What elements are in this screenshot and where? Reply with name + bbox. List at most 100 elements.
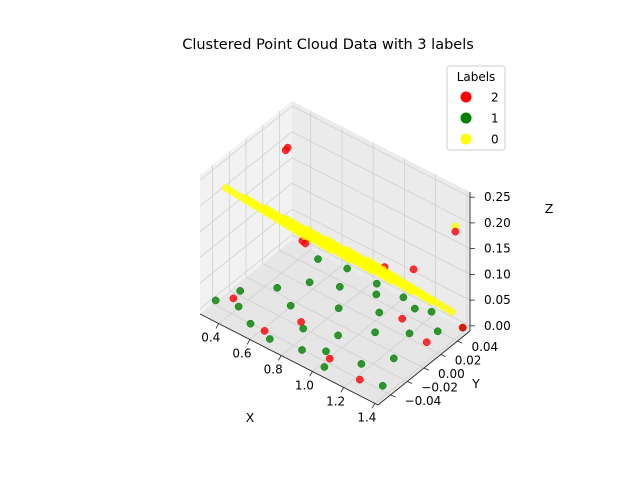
z-tick-label: 0.00: [484, 319, 511, 333]
grid-line-y-floor: [262, 263, 441, 355]
y-tick-tick: [457, 340, 463, 344]
grid-line-z-back: [291, 183, 471, 275]
point-label-1: [322, 347, 330, 356]
y-tick-tick: [407, 381, 413, 384]
legend-frame: [446, 65, 506, 151]
grid-line-y-floor: [229, 290, 408, 382]
point-label-1: [433, 327, 442, 336]
point-label-2: [422, 338, 431, 347]
grid-line-z-left: [199, 183, 293, 258]
point-label-2: [409, 265, 418, 274]
point-label-1: [286, 301, 295, 310]
point-label-0: [303, 225, 312, 234]
legend-entries: 2 1 0: [460, 91, 499, 147]
point-label-0: [242, 194, 251, 203]
legend-marker-2: [460, 91, 472, 103]
legend-entry-0: 0: [491, 133, 499, 147]
point-label-1: [334, 304, 343, 313]
legend-marker-0: [460, 133, 472, 145]
y-tick-tick: [440, 354, 446, 358]
x-tick-tick: [215, 323, 220, 329]
grid-line-z-back: [291, 105, 471, 198]
point-label-2: [301, 239, 310, 248]
legend-entry-1: 1: [491, 112, 499, 126]
point-label-1: [334, 331, 342, 340]
point-label-2: [297, 318, 305, 326]
y-tick-label: −0.04: [405, 394, 442, 408]
point-label-2: [451, 227, 460, 236]
point-label-0: [364, 256, 372, 265]
point-label-1: [343, 264, 352, 273]
point-label-1: [298, 346, 306, 354]
grid-line-y-floor: [279, 249, 458, 342]
grid-line-z-back: [291, 208, 471, 301]
y-tick-tick: [423, 367, 430, 371]
legend-marker-1: [460, 112, 472, 124]
point-label-2: [283, 143, 292, 152]
y-tick-label: 0.04: [471, 340, 498, 354]
point-label-1: [375, 308, 384, 317]
point-label-1: [389, 354, 398, 363]
point-label-1: [320, 363, 329, 371]
y-axis-label: Y: [471, 376, 480, 391]
tick-marks: 0.4 0.6 0.8 1.0 1.2 1.4 −0.04−0.02 0.00 0.020.04…: [201, 190, 511, 424]
pane-back: [292, 101, 470, 331]
point-label-2: [355, 375, 364, 384]
point-label-2: [229, 294, 238, 303]
point-label-0: [222, 184, 230, 192]
point-label-1: [357, 360, 366, 368]
x-tick-tick: [340, 387, 344, 393]
point-label-2: [458, 323, 467, 332]
z-tick-label: 0.25: [484, 190, 511, 204]
x-tick-label: 0.8: [264, 363, 283, 377]
point-label-1: [305, 278, 314, 287]
x-tick-tick: [309, 371, 313, 377]
point-label-1: [314, 255, 322, 263]
grid-line-z-left: [199, 105, 293, 181]
point-label-1: [410, 304, 419, 313]
point-label-2: [398, 314, 407, 323]
grid-line-z-left: [199, 131, 293, 207]
point-label-2: [260, 327, 269, 335]
chart-title: Clustered Point Cloud Data with 3 labels: [182, 37, 474, 53]
point-label-0: [283, 215, 291, 223]
y-tick-tick: [390, 394, 396, 398]
point-label-0: [262, 204, 271, 213]
z-tick-label: 0.20: [484, 216, 511, 230]
point-label-1: [378, 381, 387, 390]
z-tick-label: 0.10: [484, 267, 511, 281]
x-tick-label: 1.4: [357, 410, 376, 424]
z-tick-label: 0.15: [484, 242, 511, 256]
point-label-1: [371, 328, 379, 337]
point-label-2: [325, 354, 334, 363]
x-axis-line: [199, 313, 379, 406]
point-label-1: [335, 282, 344, 291]
grid-line-z-back: [291, 131, 471, 224]
point-label-0: [343, 246, 352, 255]
x-tick-label: 0.6: [232, 347, 251, 361]
y-tick-label: −0.02: [421, 380, 458, 394]
x-tick-tick: [278, 355, 282, 361]
z-axis-label: Z: [545, 201, 554, 216]
point-label-1: [372, 279, 381, 288]
point-label-1: [273, 283, 282, 292]
x-tick-label: 1.0: [295, 378, 314, 392]
grid-line-y-floor: [245, 276, 425, 369]
x-tick-label: 0.4: [201, 331, 220, 345]
x-tick-tick: [246, 339, 251, 345]
point-label-1: [211, 296, 220, 305]
point-label-1: [405, 329, 414, 338]
legend-title: Labels: [457, 70, 496, 84]
point-label-1: [372, 290, 381, 299]
x-tick-label: 1.2: [326, 394, 345, 408]
y-tick-label: 0.02: [455, 354, 482, 368]
z-tick-label: 0.05: [484, 293, 511, 307]
legend-entry-2: 2: [491, 91, 499, 105]
point-label-1: [399, 293, 408, 302]
point-label-1: [427, 307, 436, 316]
point-label-1: [265, 335, 274, 343]
point-label-1: [299, 324, 308, 333]
point-label-1: [234, 302, 243, 311]
